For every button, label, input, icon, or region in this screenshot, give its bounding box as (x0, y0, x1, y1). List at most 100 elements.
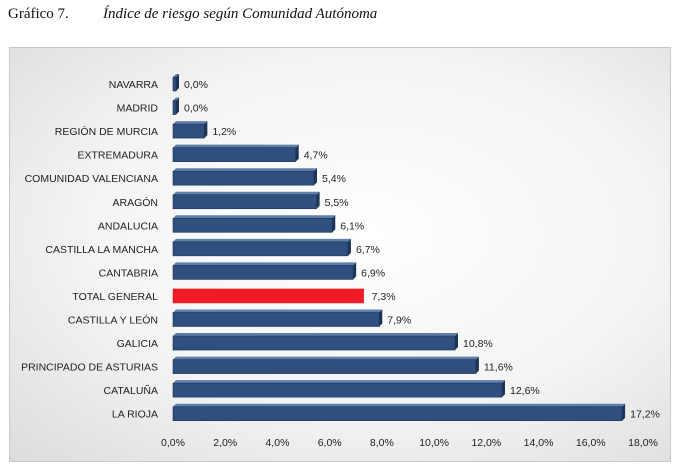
value-axis: 0,0% 2,0% 4,0% 6,0% 8,0% 10,0% 12,0% 14,0% 16,0%… (161, 437, 658, 449)
category-label: MADRID (117, 103, 159, 115)
bar-top-face (173, 262, 357, 266)
value-label: 6,7% (356, 244, 380, 256)
bar (172, 123, 205, 139)
bar-top-face (173, 168, 317, 172)
value-label: 0,0% (184, 103, 208, 115)
bar-group (172, 215, 336, 233)
bar-highlight (172, 288, 364, 304)
category-label: LA RIOJA (112, 409, 158, 421)
bar (172, 335, 456, 351)
value-label: 7,9% (387, 315, 411, 327)
bar-top-face (173, 144, 299, 148)
bar-top-face (173, 309, 383, 313)
bar-side-face (502, 380, 505, 398)
bar-top-face (173, 97, 179, 101)
data-labels: 0,0% 0,0% 1,2% 4,7% 5,4% 5,5% 6,1% 6,7% 6,9% 7,3%… (184, 79, 660, 421)
bar-side-face (622, 403, 626, 421)
bar-group (172, 97, 179, 115)
x-tick-label: 2,0% (213, 437, 237, 449)
bar (172, 382, 503, 398)
bar-top-face (173, 215, 336, 219)
bar (172, 100, 177, 115)
bar-group (172, 356, 479, 374)
category-label: NAVARRA (109, 79, 158, 91)
category-label: CANTABRIA (99, 267, 158, 279)
x-tick-label: 0,0% (161, 437, 185, 449)
bar-top-face (173, 380, 505, 384)
category-label: GALICIA (117, 338, 158, 350)
category-label: EXTREMADURA (77, 150, 158, 162)
bar-group (172, 238, 351, 257)
category-label: ANDALUCIA (98, 220, 158, 232)
bar-group (172, 168, 317, 186)
bar-group (172, 74, 179, 92)
bar-side-face (176, 97, 179, 115)
bar-top-face (173, 74, 179, 77)
bar-side-face (332, 215, 336, 233)
bar-side-face (347, 238, 351, 256)
category-label: TOTAL GENERAL (72, 291, 158, 303)
bar (172, 265, 354, 280)
bar (172, 147, 297, 162)
value-label: 4,7% (304, 150, 328, 162)
value-label: 6,9% (361, 267, 385, 279)
bar (172, 218, 333, 233)
figure-number: Gráfico 7. (8, 6, 69, 22)
bar-group (172, 309, 383, 327)
bar-group (172, 144, 299, 162)
x-tick-label: 4,0% (265, 437, 289, 449)
bar-side-face (176, 74, 179, 91)
value-label: 5,5% (325, 197, 349, 209)
bar-top-face (173, 238, 351, 242)
value-label: 17,2% (630, 409, 660, 421)
value-label: 1,2% (212, 126, 236, 138)
category-label: CASTILLA Y LEÓN (68, 314, 158, 327)
bar-top-face (173, 356, 479, 360)
bar-side-face (475, 356, 479, 374)
category-label: ARAGÓN (112, 196, 158, 209)
bar-top-face (173, 121, 208, 125)
bar-side-face (455, 333, 458, 351)
value-label: 7,3% (372, 291, 396, 303)
bar-side-face (379, 309, 383, 327)
bar-group (172, 333, 458, 351)
bar-group (172, 403, 626, 422)
figure-title: Índice de riesgo según Comunidad Autónom… (103, 6, 378, 22)
x-tick-label: 6,0% (318, 437, 342, 449)
bar (172, 170, 315, 186)
bar-group (172, 288, 364, 304)
category-label: REGIÓN DE MURCIA (55, 125, 158, 138)
bar-group (172, 380, 505, 398)
bar (172, 194, 317, 210)
x-tick-label: 16,0% (576, 437, 606, 449)
bar-side-face (295, 144, 299, 162)
x-tick-label: 10,0% (419, 437, 449, 449)
figure-caption: Gráfico 7. Índice de riesgo según Comunid… (8, 6, 377, 23)
x-tick-label: 12,0% (471, 437, 501, 449)
value-label: 5,4% (322, 173, 346, 185)
category-label: CATALUÑA (104, 384, 158, 397)
category-label: CASTILLA LA MANCHA (45, 244, 158, 256)
bar-group (172, 262, 357, 280)
bar (172, 312, 380, 327)
bar-side-face (316, 191, 320, 209)
value-label: 11,6% (484, 362, 513, 374)
category-label: COMUNIDAD VALENCIANA (25, 173, 158, 185)
bar (172, 359, 477, 374)
bar-side-face (314, 168, 317, 186)
bar-top-face (173, 191, 320, 195)
value-label: 0,0% (184, 79, 208, 91)
bar-top-face (173, 403, 626, 407)
bar-group (172, 191, 320, 210)
bar-side-face (353, 262, 357, 280)
category-label: PRINCIPADO DE ASTURIAS (21, 362, 158, 374)
value-label: 10,8% (463, 338, 493, 350)
bar-side-face (204, 121, 208, 139)
x-tick-label: 8,0% (370, 437, 394, 449)
bar (172, 76, 177, 92)
bar-series (172, 74, 626, 422)
bar (172, 406, 623, 422)
bar-group (172, 121, 208, 139)
x-tick-label: 18,0% (628, 437, 658, 449)
